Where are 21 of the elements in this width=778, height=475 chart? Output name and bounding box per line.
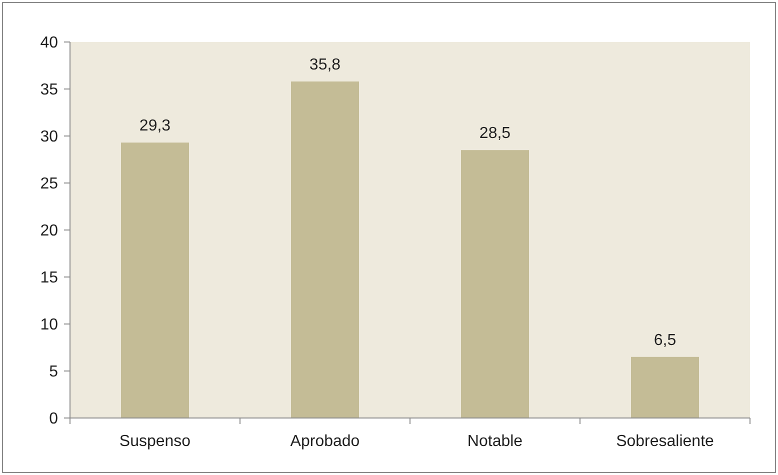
bar [121,142,189,418]
data-label: 28,5 [479,125,511,142]
y-tick-label: 5 [49,364,58,381]
bar [461,150,529,418]
y-tick-label: 0 [49,410,58,428]
data-label: 35,8 [309,56,341,74]
data-label: 6,5 [654,332,676,349]
y-tick-label: 10 [40,316,58,334]
y-tick-label: 20 [40,222,58,240]
y-tick-label: 25 [40,176,58,193]
y-tick-label: 15 [40,270,58,287]
x-tick-label: Suspenso [119,433,191,450]
x-tick-label: Aprobado [290,433,360,450]
x-tick-label: Sobresaliente [616,433,714,450]
data-label: 29,3 [139,118,171,135]
y-tick-label: 30 [40,128,58,146]
y-tick-label: 40 [40,34,58,52]
x-tick-label: Notable [467,433,523,450]
bar [291,81,359,418]
bar [631,356,699,418]
y-tick-label: 35 [40,82,58,99]
